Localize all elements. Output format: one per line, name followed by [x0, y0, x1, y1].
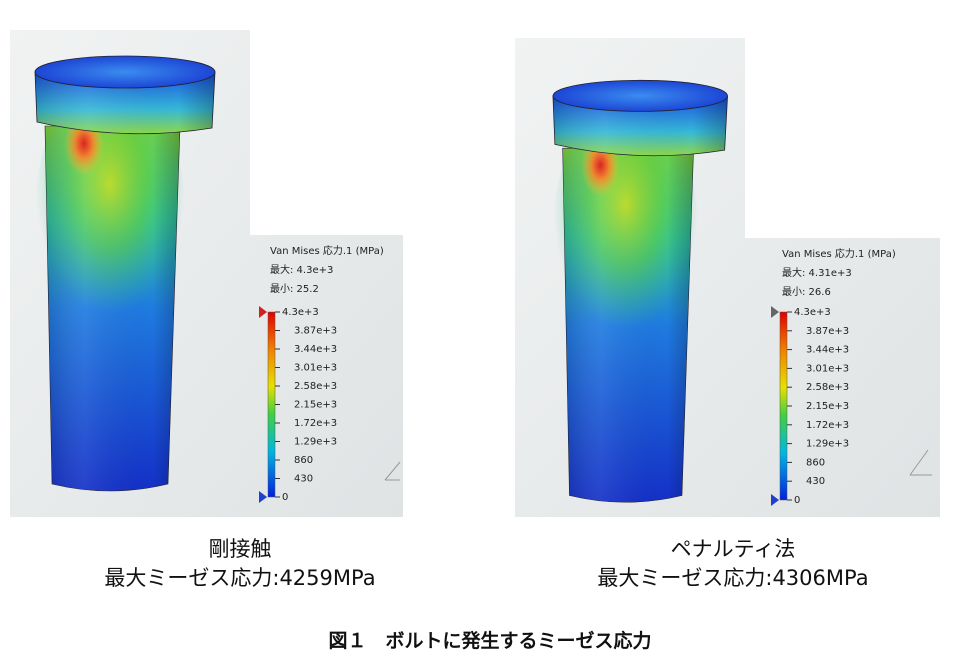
panel: Van Mises 応力.1 (MPa) 最大: 4.3e+3 最小: 25.2 4.…: [10, 30, 403, 590]
legend-tick-label: 3.44e+3: [806, 345, 849, 356]
caption-name: ペナルティ法: [671, 537, 796, 561]
legend-tick-label: 3.01e+3: [806, 363, 849, 374]
axis-triad: [384, 461, 401, 481]
legend-tick-label: 3.44e+3: [294, 344, 337, 355]
legend-tick-label: 1.72e+3: [294, 418, 337, 429]
legend-tick-label: 4.3e+3: [282, 307, 319, 318]
legend-tick-label: 2.15e+3: [806, 401, 849, 412]
legend-title: Van Mises 応力.1 (MPa): [782, 247, 896, 260]
legend-min: 最小: 25.2: [270, 283, 319, 295]
legend-tick-label: 3.01e+3: [294, 363, 337, 374]
legend-tick-label: 860: [294, 455, 313, 466]
min-marker: [771, 494, 779, 506]
legend-tick-label: 3.87e+3: [294, 326, 337, 337]
legend-tick-label: 860: [806, 457, 825, 468]
legend-min: 最小: 26.6: [782, 286, 831, 298]
figure-caption: 図１ ボルトに発生するミーゼス応力: [328, 629, 651, 652]
legend-tick-label: 1.29e+3: [294, 437, 337, 448]
legend-tick-label: 0: [794, 495, 800, 506]
legend-tick-label: 2.58e+3: [806, 382, 849, 393]
caption-max-stress: 最大ミーゼス応力:4259MPa: [104, 566, 375, 590]
legend-max: 最大: 4.31e+3: [782, 266, 852, 279]
caption-name: 剛接触: [209, 537, 272, 561]
legend-tick-label: 4.3e+3: [794, 307, 831, 318]
max-marker: [771, 306, 779, 318]
legend: Van Mises 応力.1 (MPa) 最大: 4.31e+3 最小: 26.6 4…: [771, 247, 896, 506]
axis-triad: [909, 449, 932, 476]
legend-tick-label: 2.58e+3: [294, 381, 337, 392]
legend-tick-label: 2.15e+3: [294, 400, 337, 411]
min-marker: [259, 491, 267, 503]
color-bar: [779, 311, 788, 501]
legend: Van Mises 応力.1 (MPa) 最大: 4.3e+3 最小: 25.2 4.…: [259, 244, 384, 503]
panel: Van Mises 応力.1 (MPa) 最大: 4.31e+3 最小: 26.6 4…: [515, 38, 940, 590]
legend-tick-label: 3.87e+3: [806, 326, 849, 337]
color-bar: [267, 311, 276, 498]
legend-tick-label: 1.72e+3: [806, 420, 849, 431]
legend-tick-label: 0: [282, 492, 288, 503]
legend-tick-label: 430: [806, 476, 825, 487]
max-marker: [259, 306, 267, 318]
legend-title: Van Mises 応力.1 (MPa): [270, 244, 384, 257]
legend-max: 最大: 4.3e+3: [270, 263, 333, 276]
legend-tick-label: 430: [294, 474, 313, 485]
caption-max-stress: 最大ミーゼス応力:4306MPa: [597, 566, 868, 590]
legend-tick-label: 1.29e+3: [806, 439, 849, 450]
